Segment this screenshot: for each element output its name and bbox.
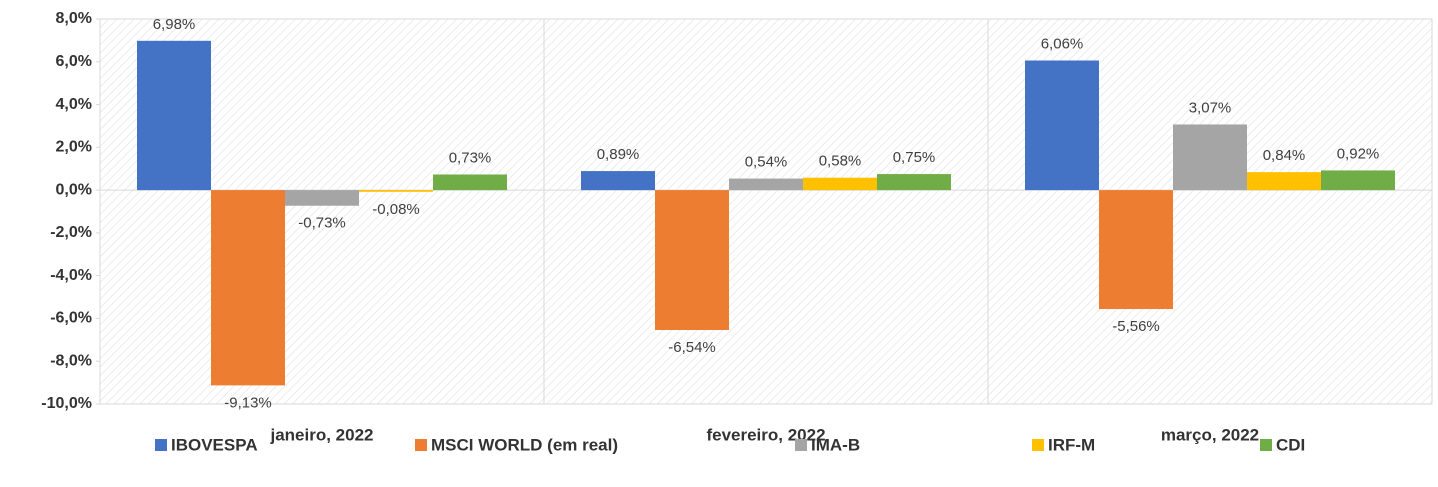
bar [137,40,211,191]
bar [1173,124,1247,191]
legend-swatch [155,439,167,451]
bar [877,174,951,191]
value-label: 0,89% [597,146,640,163]
value-label: 3,07% [1189,99,1232,116]
legend-swatch [795,439,807,451]
value-label: 0,92% [1337,145,1380,162]
y-tick-label: 8,0% [56,10,92,27]
bar [1099,190,1173,310]
y-tick-label: 4,0% [56,96,92,113]
legend-label: IRF-M [1048,435,1095,454]
bar [729,178,803,191]
y-tick-label: 2,0% [56,139,92,156]
y-tick-label: -10,0% [41,395,92,412]
value-label: -0,73% [298,215,346,232]
x-tick-label: janeiro, 2022 [269,425,373,444]
bar [211,190,285,386]
y-tick-label: -4,0% [50,267,92,284]
legend-label: IBOVESPA [171,435,258,454]
value-label: 6,06% [1041,35,1084,52]
bar [655,190,729,330]
value-label: 0,73% [449,149,492,166]
value-label: 6,98% [153,16,196,33]
bar [433,174,507,191]
legend-swatch [415,439,427,451]
bar [359,190,433,192]
bar [803,177,877,191]
y-tick-label: -6,0% [50,310,92,327]
plot-area [99,18,1433,405]
legend-swatch [1032,439,1044,451]
bar [581,171,655,191]
bar [1025,60,1099,191]
bar [285,190,359,206]
legend-swatch [1260,439,1272,451]
legend-label: CDI [1276,435,1305,454]
value-label: -9,13% [224,394,272,411]
x-tick-label: fevereiro, 2022 [706,425,825,444]
value-label: -6,54% [668,339,716,356]
legend-label: IMA-B [811,435,860,454]
value-label: 0,58% [819,153,862,170]
y-tick-label: 6,0% [56,53,92,70]
x-tick-label: março, 2022 [1161,425,1259,444]
y-tick-label: 0,0% [56,181,92,198]
value-label: 0,54% [745,154,788,171]
value-label: 0,75% [893,149,936,166]
value-label: 0,84% [1263,147,1306,164]
value-label: -0,08% [372,201,420,218]
y-tick-label: -2,0% [50,224,92,241]
bar [1247,172,1321,191]
legend-label: MSCI WORLD (em real) [431,435,618,454]
y-tick-label: -8,0% [50,352,92,369]
value-label: -5,56% [1112,318,1160,335]
bar [1321,170,1395,191]
